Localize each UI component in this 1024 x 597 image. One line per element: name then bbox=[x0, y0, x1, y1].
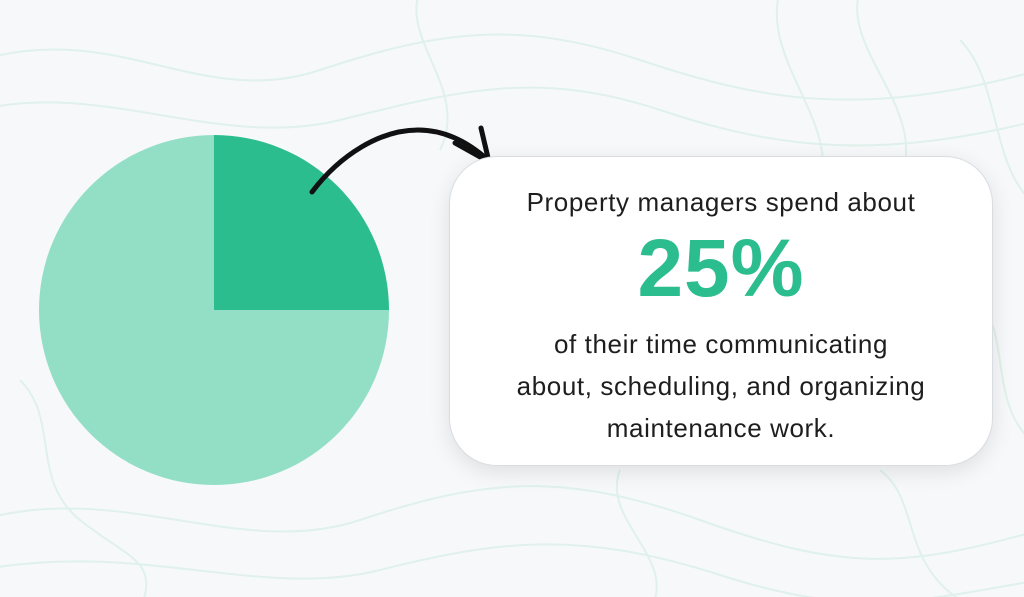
pie-slice-highlight bbox=[214, 135, 389, 310]
callout-body-line: of their time communicating bbox=[553, 329, 889, 359]
callout-card: Property managers spend about 25% of the… bbox=[449, 156, 993, 466]
callout-body-text: of their time communicating about, sched… bbox=[450, 323, 992, 449]
callout-lead-text: Property managers spend about bbox=[526, 187, 916, 217]
callout-body-line: about, scheduling, and organizing bbox=[516, 371, 926, 401]
callout-percentage: 25% bbox=[637, 223, 805, 314]
callout-body-line: maintenance work. bbox=[606, 413, 836, 443]
pie-slice-remainder bbox=[39, 135, 389, 485]
